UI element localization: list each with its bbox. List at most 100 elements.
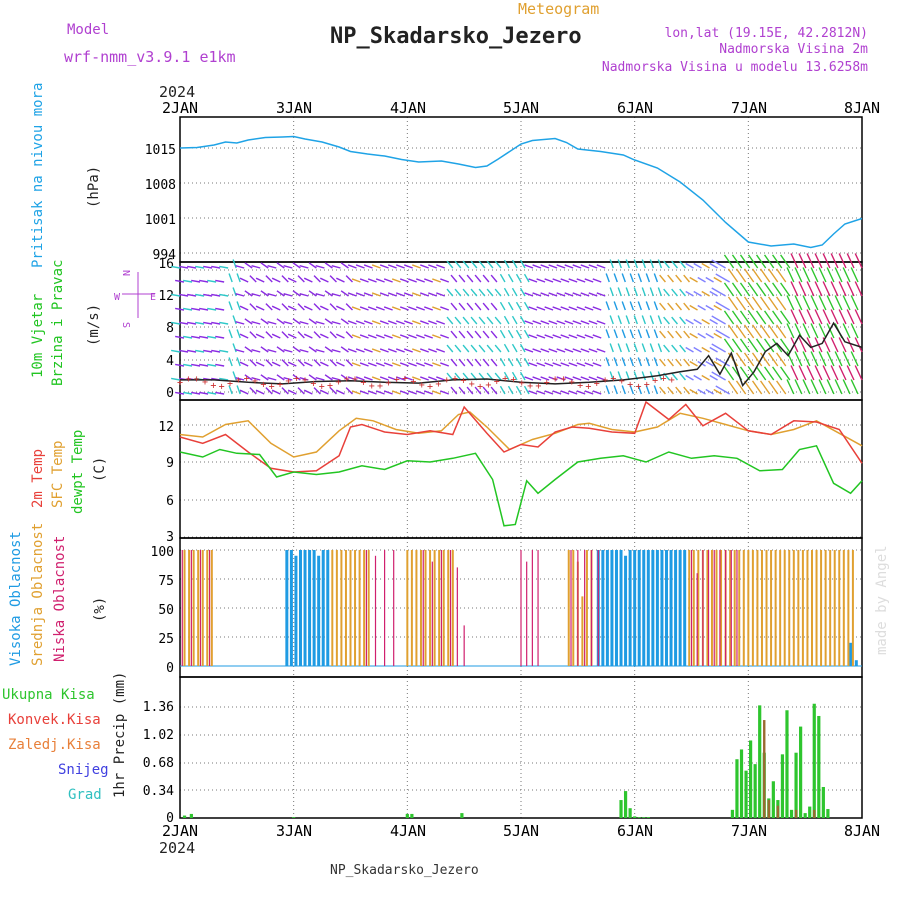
- wind-barb: [838, 365, 847, 381]
- y-tick-label: 12: [158, 289, 174, 304]
- wind-barb: [412, 264, 421, 269]
- wind-barb: [776, 352, 787, 367]
- wind-barb: [478, 260, 486, 269]
- wind-barb: [215, 363, 225, 367]
- wind-barb: [235, 320, 245, 325]
- wind-barb: [482, 386, 490, 395]
- wind-barb: [187, 321, 197, 325]
- wind-barb: [450, 302, 458, 311]
- precip-ylabel: 1hr Precip (mm): [112, 672, 128, 798]
- wind-barb: [637, 385, 643, 395]
- wind-barb: [768, 352, 779, 367]
- wind-barb: [580, 292, 590, 297]
- wind-barb: [605, 357, 610, 367]
- wind-barb: [340, 346, 349, 353]
- wind-barb: [747, 338, 759, 353]
- wind-barb: [466, 358, 474, 367]
- wind-barb: [715, 301, 730, 311]
- wind-barb: [199, 307, 209, 311]
- wind-barb: [324, 262, 333, 269]
- wind-barb: [818, 323, 827, 339]
- wind-barb: [183, 391, 193, 395]
- year-bottom: 2024: [159, 839, 195, 857]
- wind-barb: [363, 376, 373, 381]
- wind-barb: [175, 335, 185, 339]
- precip-bar-total: [789, 809, 794, 818]
- wind-barb: [802, 379, 811, 395]
- wind-barb: [588, 348, 598, 353]
- wind-barb: [544, 278, 554, 283]
- wind-barb: [633, 259, 638, 269]
- wind-barb: [747, 310, 759, 325]
- wind-barb: [713, 276, 722, 283]
- wind-barb: [838, 309, 847, 325]
- wind-barb: [340, 318, 349, 325]
- wind-barb: [454, 260, 462, 269]
- y-tick-label: 3: [166, 530, 174, 545]
- y-tick-label: 25: [158, 632, 174, 647]
- wind-barb: [759, 296, 771, 311]
- wind-barb: [228, 385, 233, 395]
- precip-bar-total: [646, 817, 650, 818]
- compass-e: E: [150, 292, 156, 303]
- x-tick-bottom: 5JAN: [503, 822, 539, 840]
- wind-barb: [179, 265, 189, 269]
- wind-barb: [685, 262, 694, 269]
- wind-barb: [790, 253, 799, 269]
- y-tick-label: 1.02: [143, 728, 174, 743]
- wind-barb: [755, 310, 767, 325]
- wind-speed-marker: +: [210, 381, 216, 392]
- wind-barb: [244, 262, 253, 269]
- wind-barb: [723, 254, 735, 269]
- wind-barb: [416, 306, 425, 311]
- wind-barb: [625, 343, 630, 353]
- wind-barb: [375, 390, 385, 395]
- wind-barb: [701, 374, 710, 381]
- wind-barb: [671, 344, 678, 353]
- wind-barb: [424, 306, 433, 311]
- wind-barb: [617, 315, 622, 325]
- wind-barb: [605, 385, 610, 395]
- wind-barb: [657, 287, 663, 297]
- wind-barb: [776, 268, 787, 283]
- wind-barb: [462, 288, 470, 297]
- cloud-ylabel-1: Visoka Oblacnost: [8, 531, 24, 666]
- wind-barb: [171, 349, 181, 353]
- wind-barb: [528, 390, 538, 395]
- wind-barb: [379, 264, 389, 269]
- wind-barb: [391, 362, 401, 367]
- wind-barb: [759, 268, 771, 283]
- wind-barb: [474, 330, 482, 339]
- wind-barb: [822, 309, 831, 325]
- wind-barb: [251, 264, 261, 269]
- wind-barb: [428, 320, 437, 325]
- wind-barb: [689, 360, 698, 367]
- wind-barb: [403, 376, 413, 381]
- wind-barb: [794, 379, 803, 395]
- page-title: NP_Skadarsko_Jezero: [330, 24, 582, 49]
- wind-barb: [822, 253, 831, 269]
- wind-barb: [830, 337, 839, 353]
- wind-barb: [319, 389, 329, 395]
- wind-barb: [260, 318, 269, 325]
- wind-barb: [675, 330, 683, 339]
- altitude-text: Nadmorska Visina 2m: [719, 42, 868, 57]
- wind-barb: [709, 346, 718, 353]
- wind-barb: [685, 290, 694, 297]
- wind-barb: [511, 259, 518, 269]
- model-altitude-text: Nadmorska Visina u modelu 13.6258m: [602, 60, 868, 75]
- wind-barb: [299, 320, 309, 325]
- precip-bar-total: [749, 740, 753, 818]
- wind-barb: [532, 320, 542, 325]
- wind-barb: [613, 357, 618, 367]
- wind-barb: [395, 264, 405, 269]
- wind-barb: [251, 348, 261, 353]
- wind-barb: [494, 316, 502, 325]
- wind-barb: [705, 360, 714, 367]
- wind-barb: [355, 292, 365, 297]
- wind-barb: [399, 278, 409, 283]
- wind-barb: [524, 292, 534, 297]
- wind-barb: [759, 352, 771, 367]
- wind-barb: [260, 290, 269, 297]
- wind-barb: [499, 385, 506, 395]
